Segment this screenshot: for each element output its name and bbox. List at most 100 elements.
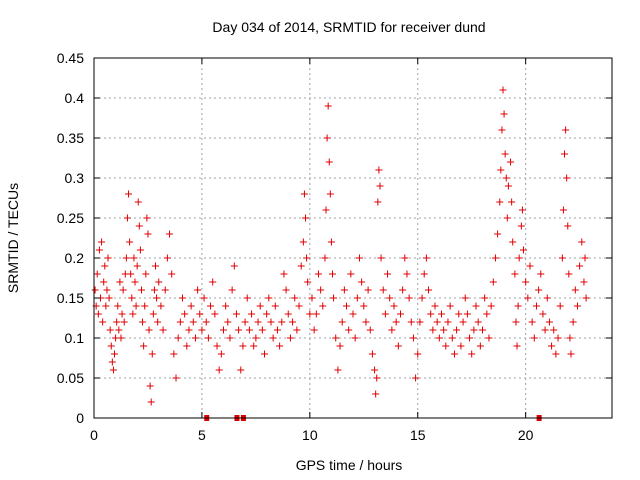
data-point bbox=[135, 222, 143, 230]
data-point bbox=[541, 326, 549, 334]
data-point bbox=[353, 294, 361, 302]
data-point bbox=[376, 182, 384, 190]
data-point bbox=[360, 302, 368, 310]
data-point bbox=[314, 270, 322, 278]
data-point bbox=[224, 318, 232, 326]
data-point bbox=[532, 302, 540, 310]
data-point bbox=[581, 254, 589, 262]
data-point bbox=[355, 254, 363, 262]
data-point bbox=[561, 150, 569, 158]
data-point bbox=[517, 222, 525, 230]
data-point bbox=[115, 326, 123, 334]
data-point bbox=[113, 318, 121, 326]
data-point bbox=[535, 286, 543, 294]
data-point bbox=[155, 278, 163, 286]
data-point bbox=[100, 278, 108, 286]
data-point bbox=[143, 214, 151, 222]
data-point bbox=[273, 326, 281, 334]
data-point bbox=[463, 310, 471, 318]
data-point bbox=[343, 302, 351, 310]
data-point bbox=[310, 326, 318, 334]
data-point bbox=[487, 302, 495, 310]
data-point bbox=[446, 302, 454, 310]
data-point bbox=[103, 286, 111, 294]
data-point bbox=[322, 206, 330, 214]
grid bbox=[94, 58, 612, 418]
data-point bbox=[559, 206, 567, 214]
data-point bbox=[425, 286, 433, 294]
data-point bbox=[483, 310, 491, 318]
data-point bbox=[379, 286, 387, 294]
data-point bbox=[269, 334, 277, 342]
data-point bbox=[306, 310, 314, 318]
data-point bbox=[308, 294, 316, 302]
data-point bbox=[381, 310, 389, 318]
data-point bbox=[325, 158, 333, 166]
data-point bbox=[324, 102, 332, 110]
data-point bbox=[392, 318, 400, 326]
data-point bbox=[220, 326, 227, 334]
data-point bbox=[291, 294, 299, 302]
data-point bbox=[245, 326, 253, 334]
data-point bbox=[399, 286, 407, 294]
y-tick-label: 0.35 bbox=[57, 130, 84, 146]
data-point bbox=[440, 326, 448, 334]
data-point bbox=[580, 278, 588, 286]
data-point bbox=[198, 326, 206, 334]
data-point bbox=[114, 302, 122, 310]
data-point bbox=[323, 134, 331, 142]
data-point bbox=[248, 310, 256, 318]
data-point bbox=[548, 342, 556, 350]
data-point bbox=[511, 270, 519, 278]
y-tick-label: 0.25 bbox=[57, 210, 84, 226]
data-point bbox=[349, 310, 357, 318]
data-point bbox=[172, 374, 180, 382]
data-point bbox=[388, 326, 396, 334]
data-point bbox=[422, 254, 430, 262]
data-point bbox=[513, 342, 521, 350]
data-point bbox=[166, 230, 174, 238]
y-tick-label: 0.15 bbox=[57, 290, 84, 306]
data-point bbox=[347, 270, 355, 278]
data-point bbox=[396, 310, 404, 318]
data-point bbox=[132, 302, 140, 310]
data-point bbox=[133, 262, 141, 270]
data-point bbox=[191, 334, 199, 342]
data-point bbox=[300, 190, 308, 198]
data-point bbox=[99, 318, 107, 326]
data-point bbox=[321, 254, 329, 262]
data-point bbox=[194, 286, 202, 294]
data-point bbox=[427, 310, 435, 318]
data-point bbox=[209, 278, 217, 286]
data-point bbox=[578, 238, 586, 246]
data-point bbox=[95, 246, 103, 254]
data-point bbox=[250, 342, 258, 350]
data-point bbox=[485, 334, 493, 342]
data-point bbox=[299, 238, 307, 246]
data-point bbox=[412, 374, 420, 382]
data-point bbox=[319, 302, 327, 310]
data-point bbox=[431, 302, 439, 310]
data-point bbox=[280, 270, 288, 278]
data-point bbox=[150, 286, 158, 294]
data-point bbox=[211, 310, 219, 318]
data-point bbox=[528, 318, 536, 326]
data-point bbox=[128, 294, 136, 302]
data-point bbox=[562, 126, 570, 134]
data-point bbox=[403, 270, 411, 278]
data-point bbox=[455, 310, 463, 318]
data-point bbox=[457, 342, 465, 350]
data-point bbox=[232, 310, 240, 318]
data-point bbox=[386, 294, 394, 302]
data-point bbox=[265, 294, 273, 302]
data-point bbox=[330, 294, 338, 302]
data-point bbox=[479, 326, 486, 334]
data-point bbox=[104, 254, 112, 262]
data-point bbox=[304, 278, 312, 286]
data-point bbox=[550, 326, 558, 334]
data-point bbox=[374, 198, 382, 206]
data-point bbox=[345, 326, 353, 334]
data-point bbox=[189, 318, 197, 326]
data-point bbox=[394, 342, 402, 350]
data-point bbox=[371, 366, 379, 374]
